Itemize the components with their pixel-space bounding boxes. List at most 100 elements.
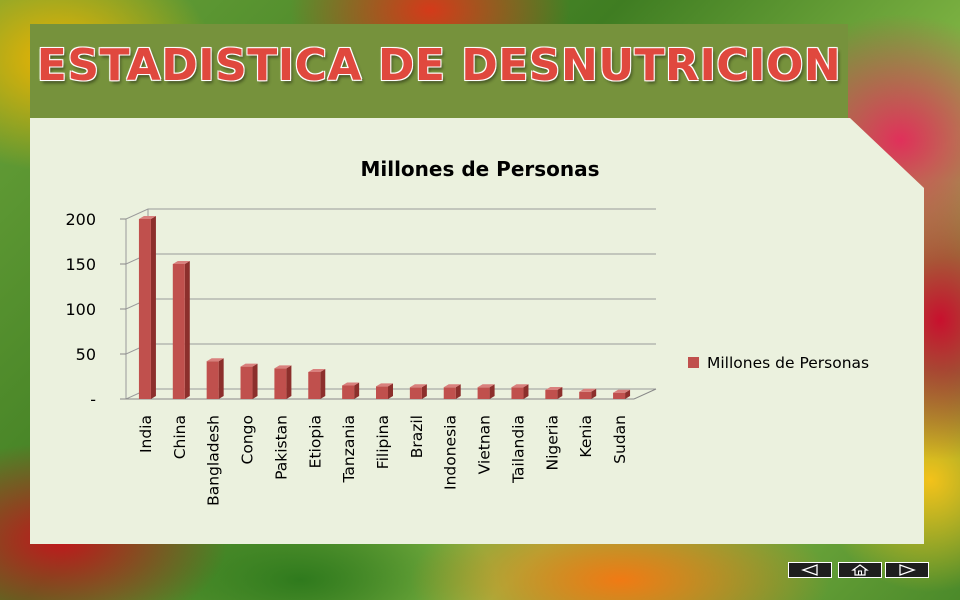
bar-front [409,387,422,399]
bar-top [342,382,360,386]
x-tick-label: Brazil [408,415,426,458]
floor-edge-side [633,388,657,400]
bar [613,389,631,399]
bar-front [613,392,626,399]
bar-top [613,389,631,393]
bar-front [511,387,524,399]
bar-side [150,216,156,399]
bar-side [388,383,393,399]
bar [477,384,495,399]
x-tick-label: China [171,415,189,459]
gridlines [125,208,656,400]
bar-top [477,384,495,388]
bar-front [477,387,490,399]
x-tick-label: Nigeria [543,415,561,470]
bar-side [455,384,461,399]
bar-top [240,363,258,367]
bar-top [138,216,156,219]
bar-side [489,384,495,399]
x-tick-label: Sudan [611,415,629,464]
bar-front [274,368,287,399]
home-icon [851,564,869,576]
triangle-right-icon [899,564,916,576]
bar-side [286,365,292,399]
bar [308,369,326,399]
bar-top [409,384,427,388]
slide-title: ESTADISTICA DE DESNUTRICION [36,40,842,91]
bar [443,384,461,399]
bar-side [591,388,597,399]
legend: Millones de Personas [688,354,869,372]
bar-front [138,219,151,399]
bar-side [421,384,427,399]
x-tick-label: India [137,415,155,453]
y-tick-label: 150 [65,255,96,274]
bar-front [376,386,388,399]
y-tick-label: 200 [65,210,96,229]
header-band [30,24,848,120]
bar-front [206,361,219,399]
bar [240,363,258,399]
bar-top [376,383,393,387]
triangle-left-icon [801,564,818,576]
bar-side [218,358,224,399]
gridline [125,298,656,310]
bar-front [308,372,321,399]
gridline [125,253,656,265]
next-button[interactable] [885,562,929,578]
bar [376,383,393,399]
bar-top [545,387,563,390]
x-tick-label: Vietnan [476,415,494,474]
x-tick-label: Kenia [577,415,595,458]
bar-front [172,264,185,399]
home-button[interactable] [838,562,882,578]
bar-front [443,387,456,399]
x-tick-label: Pakistan [272,415,290,480]
bar [138,216,156,399]
x-tick-label: Indonesia [442,415,460,490]
legend-label: Millones de Personas [707,354,869,372]
bar [545,387,563,399]
y-tick-label: - [90,390,96,409]
gridline [125,343,656,355]
bar-side [320,369,326,399]
chart-panel: Millones de Personas - 50 100 150 200 India C… [30,118,924,544]
bar-side [557,387,563,399]
x-tick-label: Etiopia [306,415,324,468]
chart-title: Millones de Personas [360,157,599,181]
x-tick-label: Congo [239,415,257,464]
bar-top [443,384,461,388]
navigation-bar [788,562,929,580]
x-tick-label: Tailandia [509,415,527,484]
bar-chart: Millones de Personas - 50 100 150 200 India C… [65,157,869,506]
legend-swatch [688,357,699,368]
bar-top [206,358,224,362]
bar [172,261,190,399]
gridline [125,208,656,220]
x-tick-label: Filipina [374,415,392,469]
x-tick-label: Bangladesh [205,415,223,506]
bar-side [184,261,190,399]
bar-front [579,391,592,399]
bar-side [625,389,631,399]
bar [342,382,360,399]
bar [274,365,292,399]
y-tick-label: 100 [65,300,96,319]
bar-side [523,384,529,399]
bar-front [545,390,558,399]
y-tick-label: 50 [76,345,96,364]
x-axis-labels: India China Bangladesh Congo Pakistan Etiopia… [137,415,629,506]
bar-side [354,382,360,399]
bar-top [511,384,529,388]
bar-top [579,388,597,392]
bar-side [252,363,258,399]
bars [138,216,631,399]
bar-front [240,366,253,399]
bar-top [172,261,190,264]
bar [206,358,224,399]
previous-button[interactable] [788,562,832,578]
bar-front [342,385,355,399]
bar-top [308,369,326,372]
x-tick-label: Tanzania [340,415,358,484]
bar [409,384,427,399]
